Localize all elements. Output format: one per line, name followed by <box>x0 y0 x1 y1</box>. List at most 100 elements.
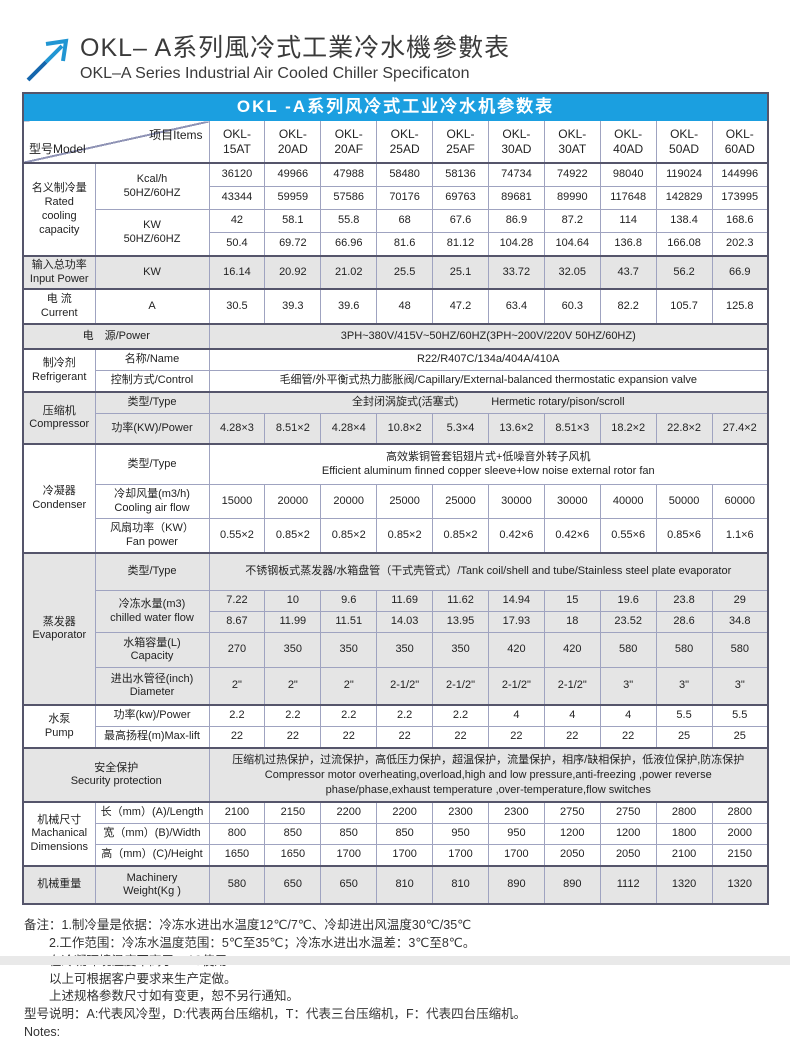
spec-value-cell: 105.7 <box>655 288 713 325</box>
spec-table-wrap: OKL -A系列风冷式工业冷水机参数表 型号Model 项目Items OKL-… <box>22 92 769 906</box>
spec-value-cell: 420 <box>487 632 545 669</box>
spec-value-cell: 3" <box>599 667 657 706</box>
spec-value-cell: 650 <box>264 865 322 905</box>
spec-value-cell: 67.6 <box>432 209 489 234</box>
spec-value-cell: 28.6 <box>655 611 713 634</box>
spec-value-cell: 60.3 <box>543 288 601 325</box>
spec-value-cell: 2.2 <box>264 704 322 728</box>
corner-model-label: 型号Model <box>29 142 86 157</box>
spec-value-cell: 2-1/2" <box>543 667 601 706</box>
spec-value-cell: 22.8×2 <box>655 413 713 445</box>
notes-block: 备注：1.制冷量是依据：冷冻水进出水温度12℃/7℃、冷却进出风温度30℃/35… <box>24 917 790 1041</box>
spec-value-cell: 57586 <box>320 186 378 211</box>
spec-value-cell: 0.85×2 <box>264 518 322 554</box>
table-banner: OKL -A系列风冷式工业冷水机参数表 <box>22 92 769 121</box>
table-row-kcal-60hz: 43344 59959 57586 70176 69763 89681 89990 11764… <box>23 186 769 211</box>
table-row-fan-power: 风扇功率（KW） Fan power 0.55×2 0.85×2 0.85×2 0.8… <box>23 518 769 554</box>
spec-value-cell: 89990 <box>543 186 601 211</box>
spec-value-cell: 30000 <box>487 484 545 520</box>
row-label-refrigerant-name: 名称/Name <box>94 348 210 372</box>
spec-value-cell: 43344 <box>208 186 266 211</box>
table-row-pump-power: 水泵 Pump 功率(kw)/Power 2.2 2.2 2.2 2.2 2.2 4 4 4 5… <box>22 704 769 749</box>
model-header-cell: OKL-50AD <box>655 120 713 164</box>
model-header-cell: OKL-20AD <box>264 120 322 164</box>
row-label-condenser-type: 类型/Type <box>94 443 210 486</box>
spec-value-cell: 2200 <box>320 801 378 825</box>
spec-value-cell: 0.42×6 <box>487 518 545 554</box>
row-label-control: 控制方式/Control <box>94 370 210 393</box>
model-header-cell: OKL-30AD <box>487 120 545 164</box>
spec-value-cell: 25.1 <box>432 255 489 290</box>
spec-value-cell: 142829 <box>655 186 713 211</box>
spec-value-cell: 23.8 <box>655 590 713 613</box>
spec-value-cell: 0.85×2 <box>320 518 378 554</box>
row-label-kcal: Kcal/h 50HZ/60HZ <box>94 162 210 211</box>
spec-value-cell: 40000 <box>599 484 657 520</box>
spec-value-cell: 25000 <box>376 484 434 520</box>
spec-value-cell: 3" <box>711 667 769 706</box>
spec-value-cell: 22 <box>599 726 657 749</box>
spec-value-cell: 104.28 <box>487 232 545 257</box>
table-row-height: 高（mm）(C)/Height 1650 1650 1700 1700 1700 1700… <box>23 844 769 867</box>
spec-value-cell: 87.2 <box>543 209 601 234</box>
table-row-condenser-type: 冷凝器 Condenser 类型/Type 高效紫铜管套铝翅片式+低噪音外转子风… <box>22 443 769 554</box>
spec-value-cell: 1112 <box>599 865 657 905</box>
spec-value-cell: 21.02 <box>320 255 378 290</box>
spec-value-cell: 202.3 <box>711 232 769 257</box>
spec-value-cell: 166.08 <box>655 232 713 257</box>
spec-value-cell: 11.62 <box>432 590 489 613</box>
row-group-compressor: 压缩机 Compressor <box>22 391 96 445</box>
spec-value-cell: 47.2 <box>432 288 489 325</box>
table-row-length: 机械尺寸 Machanical Dimensions 长（mm）(A)/Leng… <box>22 801 769 867</box>
model-header-cell: OKL-30AT <box>543 120 601 164</box>
spec-value-cell: 82.2 <box>599 288 657 325</box>
spec-value-cell: 58.1 <box>264 209 322 234</box>
spec-value-cell: 7.22 <box>208 590 266 613</box>
table-row-kw-50hz: KW 50HZ/60HZ 42 58.1 55.8 68 67.6 86.9 87.2 114… <box>23 209 769 257</box>
spec-value-cell: 810 <box>376 865 434 905</box>
spec-value-cell: 2100 <box>655 844 713 867</box>
brand-arrow-icon <box>26 38 69 82</box>
spec-value-cell: 39.6 <box>320 288 378 325</box>
spec-value-cell: 1320 <box>711 865 769 905</box>
row-label-tank-capacity: 水箱容量(L) Capacity <box>94 632 210 669</box>
power-supply-value: 3PH~380V/415V~50HZ/60HZ(3PH~200V/220V 50… <box>208 323 769 350</box>
spec-value-cell: 119024 <box>655 162 713 188</box>
spec-value-cell: 59959 <box>264 186 322 211</box>
spec-value-cell: 2-1/2" <box>487 667 545 706</box>
title-block: OKL– A系列風冷式工業冷水機參數表 OKL–A Series Industr… <box>80 34 510 83</box>
spec-value-cell: 270 <box>208 632 266 669</box>
spec-value-cell: 2800 <box>711 801 769 825</box>
refrigerant-control-value: 毛细管/外平衡式热力膨胀阀/Capillary/External-balance… <box>208 370 769 393</box>
spec-value-cell: 125.8 <box>711 288 769 325</box>
spec-value-cell: 2-1/2" <box>432 667 489 706</box>
spec-value-cell: 850 <box>320 823 378 846</box>
table-row-chilled-water-50hz: 冷冻水量(m3) chilled water flow 7.22 10 9.6 11.… <box>23 590 769 634</box>
spec-value-cell: 22 <box>208 726 266 749</box>
model-header-cell: OKL-15AT <box>208 120 266 164</box>
spec-value-cell: 350 <box>320 632 378 669</box>
spec-value-cell: 8.67 <box>208 611 266 634</box>
spec-value-cell: 13.95 <box>432 611 489 634</box>
spec-value-cell: 10.8×2 <box>376 413 434 445</box>
row-label-kw-unit: KW <box>94 255 210 290</box>
spec-value-cell: 22 <box>320 726 378 749</box>
spec-value-cell: 1200 <box>599 823 657 846</box>
spec-value-cell: 1200 <box>543 823 601 846</box>
row-label-height: 高（mm）(C)/Height <box>94 844 210 867</box>
row-group-refrigerant: 制冷剂 Refrigerant <box>22 348 96 393</box>
spec-value-cell: 810 <box>432 865 489 905</box>
spec-value-cell: 2750 <box>599 801 657 825</box>
spec-value-cell: 4 <box>543 704 601 728</box>
spec-value-cell: 74922 <box>543 162 601 188</box>
model-header-row: 型号Model 项目Items OKL-15AT OKL-20AD OKL-20AF… <box>22 120 769 164</box>
page-title-cn: OKL– A系列風冷式工業冷水機參數表 <box>80 34 511 62</box>
spec-value-cell: 20000 <box>320 484 378 520</box>
table-row-evaporator-type: 蒸发器 Evaporator 类型/Type 不锈钢板式蒸发器/水箱盘管（干式壳… <box>22 552 769 706</box>
masthead: OKL– A系列風冷式工業冷水機參數表 OKL–A Series Industr… <box>24 34 790 84</box>
spec-value-cell: 17.93 <box>487 611 545 634</box>
spec-value-cell: 1700 <box>487 844 545 867</box>
model-header-cell: OKL-25AD <box>376 120 434 164</box>
spec-value-cell: 25000 <box>432 484 489 520</box>
note-line: 备注：1.制冷量是依据：冷冻水进出水温度12℃/7℃、冷却进出风温度30℃/35… <box>24 918 472 933</box>
